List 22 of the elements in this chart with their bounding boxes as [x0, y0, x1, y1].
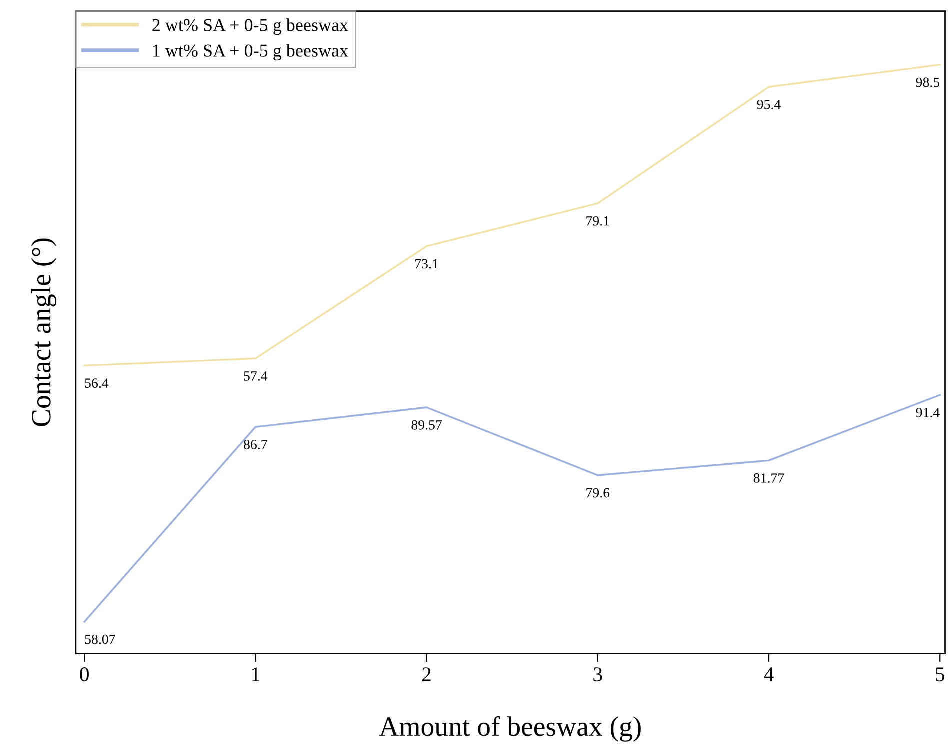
data-label: 95.4: [757, 100, 781, 110]
legend-label: 2 wt% SA + 0-5 g beeswax: [152, 18, 348, 36]
data-label: 81.77: [754, 474, 784, 483]
data-label: 57.4: [244, 372, 268, 381]
x-tick-label: 2: [422, 668, 431, 682]
y-axis-title: Contact angle (°): [31, 238, 57, 426]
data-label: 89.57: [412, 420, 442, 430]
data-label: 98.5: [916, 78, 940, 88]
data-label: 79.1: [586, 216, 610, 226]
x-tick-label: 4: [764, 668, 774, 682]
data-label: 58.07: [85, 634, 116, 644]
x-tick-label: 0: [80, 668, 89, 682]
legend-label: 1 wt% SA + 0-5 g beeswax: [153, 44, 348, 61]
data-label: 86.7: [244, 440, 268, 450]
x-tick-label: 3: [594, 668, 602, 682]
x-tick-label: 5: [936, 668, 945, 682]
data-label: 91.4: [916, 408, 940, 418]
data-label: 79.6: [586, 488, 610, 498]
data-label: 73.1: [416, 259, 438, 269]
x-axis-title: Amount of beeswax (g): [379, 716, 641, 742]
data-label: 56.4: [85, 378, 109, 388]
x-tick-label: 1: [252, 668, 260, 682]
